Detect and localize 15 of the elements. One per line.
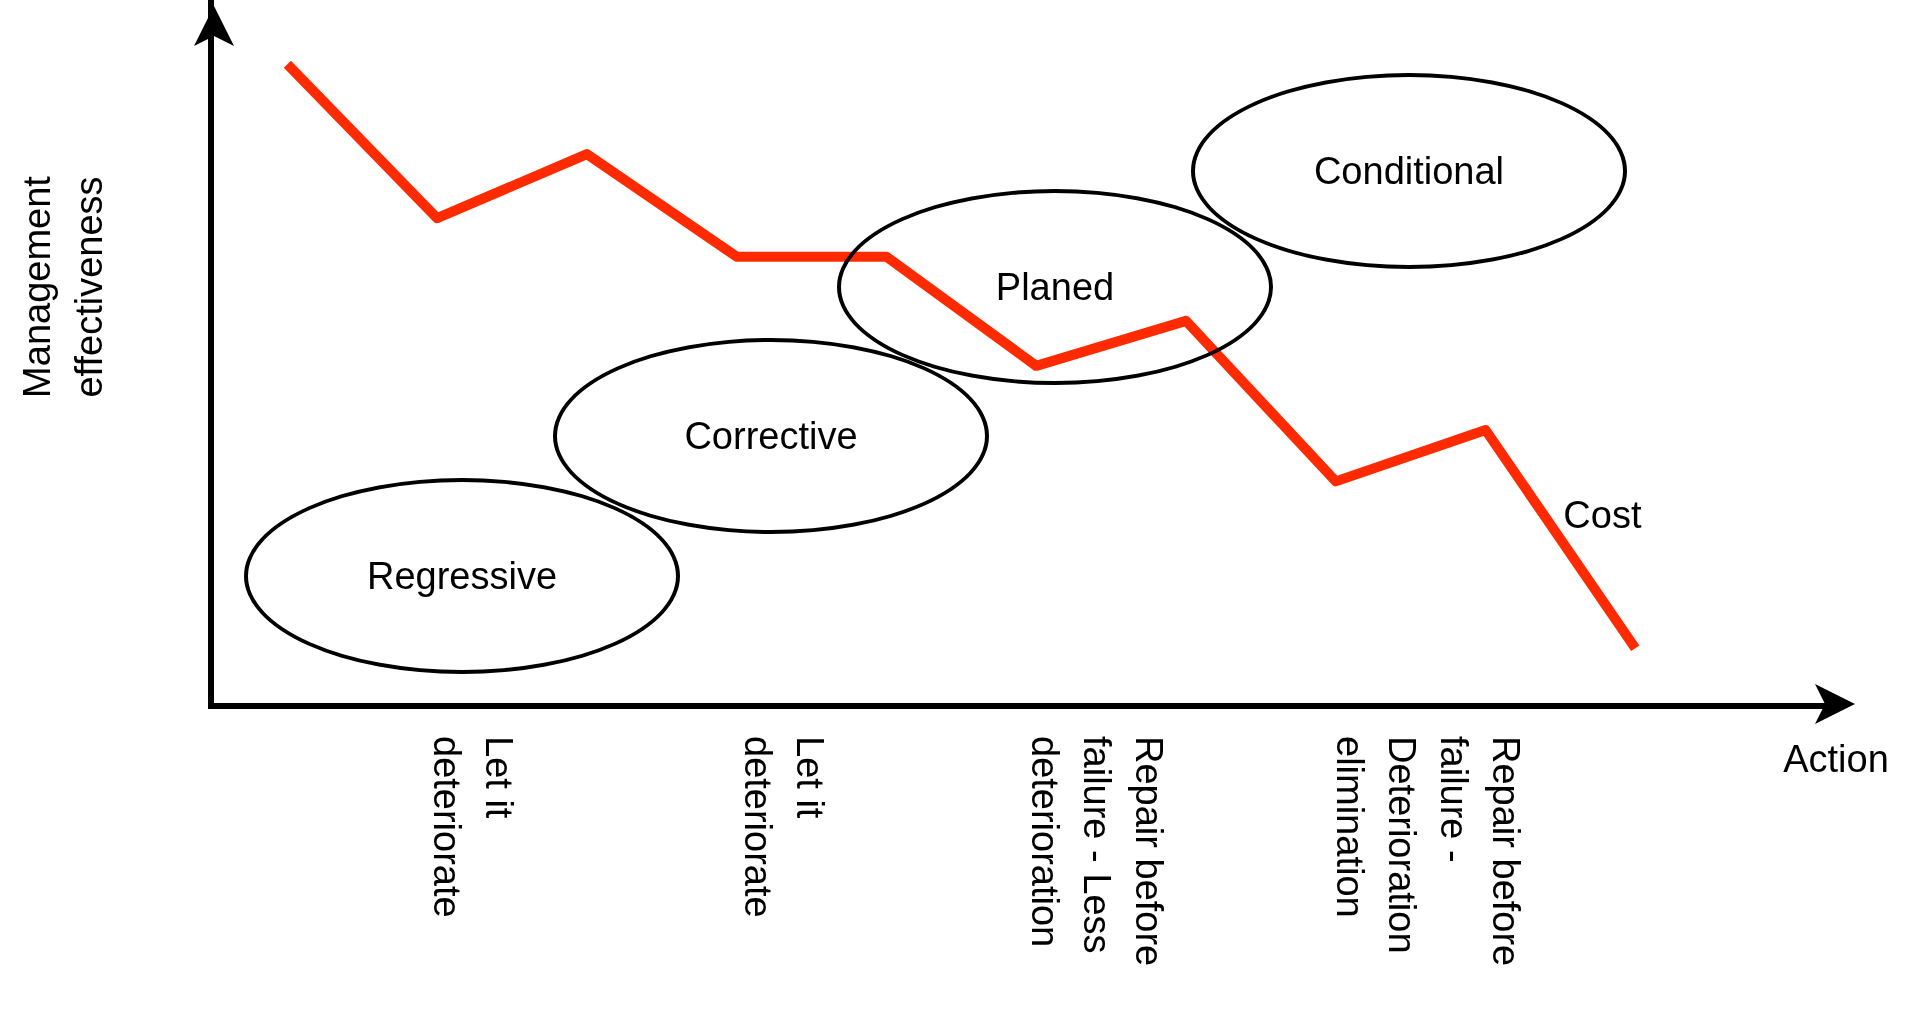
annotation: Regressive — [366, 554, 558, 598]
y-axis-title: Management effectiveness — [16, 175, 111, 398]
ellipse-outline: Conditional — [1191, 73, 1627, 269]
ellipse-outline: Regressive — [244, 478, 680, 674]
x-axis-title: Action — [1783, 738, 1889, 781]
series-label: Cost — [1563, 493, 1642, 536]
text: Repair before failure - Deterioration elimination — [1328, 736, 1527, 967]
ellipse-outline: Corrective — [553, 338, 989, 534]
annotation: Corrective — [684, 414, 858, 458]
text: Repair before failure - Less deterioration — [1023, 736, 1170, 967]
ellipse-outline: Planed — [837, 189, 1273, 385]
text: Let it deteriorate — [736, 736, 831, 918]
annotation: Conditional — [1313, 149, 1505, 193]
annotation: Planed — [995, 265, 1115, 309]
text: Let it deteriorate — [425, 736, 520, 918]
